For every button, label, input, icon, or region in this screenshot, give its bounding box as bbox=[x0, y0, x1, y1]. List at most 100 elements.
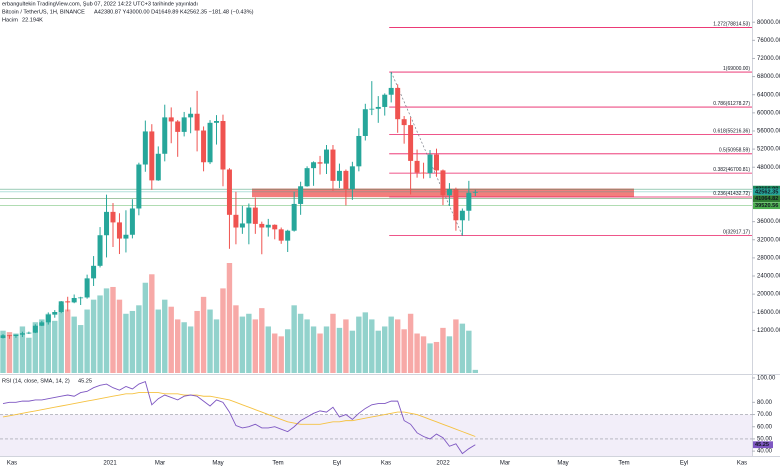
fib-label: 0.618(55216.36) bbox=[713, 128, 750, 134]
volume-bar bbox=[459, 323, 466, 373]
x-tick-label: Tem bbox=[272, 461, 283, 467]
rsi-band bbox=[0, 414, 752, 456]
volume-bar bbox=[284, 329, 291, 373]
candle-body bbox=[440, 170, 446, 196]
x-tick-label: Tem bbox=[618, 461, 629, 467]
volume-bar bbox=[356, 316, 362, 373]
volume-bar bbox=[239, 316, 246, 373]
volume-bar bbox=[446, 336, 453, 373]
candle-body bbox=[123, 234, 129, 239]
fib-label: 0(32917.17) bbox=[723, 229, 750, 235]
y-tick-label: 24000.00 bbox=[757, 274, 780, 280]
volume-bar bbox=[407, 313, 414, 373]
volume-bar bbox=[213, 319, 220, 373]
volume-bar bbox=[26, 337, 32, 373]
candle-body bbox=[65, 301, 71, 303]
candle-body bbox=[330, 149, 336, 181]
x-tick-label: May bbox=[212, 461, 223, 467]
candle-body bbox=[401, 119, 407, 126]
candle-body bbox=[472, 191, 478, 193]
x-tick-label: Mar bbox=[155, 461, 165, 467]
y-tick-label: 72000.00 bbox=[757, 56, 780, 62]
rsi-line bbox=[2, 392, 476, 437]
candle-body bbox=[375, 106, 381, 109]
candle-body bbox=[149, 131, 155, 181]
candle-body bbox=[265, 224, 271, 228]
price-label-bg bbox=[753, 202, 780, 210]
volume-bar bbox=[162, 299, 168, 373]
volume-bar bbox=[259, 308, 265, 373]
volume-bar bbox=[297, 313, 304, 373]
volume-bar bbox=[0, 330, 6, 373]
volume-bar bbox=[123, 313, 129, 373]
y-tick-label: 16000.00 bbox=[757, 310, 780, 316]
volume-bar bbox=[291, 305, 297, 373]
candle-body bbox=[194, 113, 200, 131]
volume-bar bbox=[142, 282, 149, 373]
x-tick-label: Kas bbox=[7, 461, 17, 467]
candle-body bbox=[52, 311, 58, 315]
y-tick-label: 12000.00 bbox=[757, 328, 780, 334]
volume-bar bbox=[194, 310, 200, 373]
volume-bar bbox=[200, 296, 207, 373]
y-tick-label: 56000.00 bbox=[757, 129, 780, 135]
volume-bar bbox=[272, 333, 278, 373]
volume-bar bbox=[19, 326, 26, 373]
y-tick-label: 28000.00 bbox=[757, 255, 780, 261]
price-label-bg bbox=[753, 195, 780, 203]
rsi-title: RSI (14, close, SMA, 14, 2) bbox=[2, 378, 70, 384]
y-tick-label: 52000.00 bbox=[757, 147, 780, 153]
candle-body bbox=[214, 121, 220, 123]
fib-label: 0.5(50958.59) bbox=[719, 148, 750, 154]
candle-body bbox=[45, 314, 51, 323]
candle-body bbox=[110, 211, 116, 223]
y-tick-label: 32000.00 bbox=[757, 237, 780, 243]
candle-body bbox=[298, 186, 304, 204]
volume-bar bbox=[84, 309, 90, 373]
volume-last: 22.194K bbox=[22, 17, 43, 23]
candle-body bbox=[246, 207, 252, 224]
candle-body bbox=[317, 162, 323, 164]
volume-bar bbox=[414, 333, 420, 373]
candle-body bbox=[466, 192, 472, 211]
candle-body bbox=[414, 160, 420, 173]
rsi-pane bbox=[0, 381, 752, 456]
candle-body bbox=[168, 117, 174, 122]
x-tick-label: Kas bbox=[381, 461, 391, 467]
candle-body bbox=[78, 297, 84, 299]
candle-body bbox=[433, 154, 439, 171]
y-tick-label: 48000.00 bbox=[757, 165, 780, 171]
volume-bar bbox=[466, 330, 472, 373]
volume-bar bbox=[278, 336, 284, 373]
candle-body bbox=[446, 189, 452, 196]
volume-bar bbox=[265, 326, 271, 373]
candle-body bbox=[304, 168, 310, 187]
volume-bar bbox=[317, 333, 323, 373]
candle-body bbox=[142, 131, 148, 165]
candle-body bbox=[97, 235, 103, 266]
x-tick-label: Kas bbox=[737, 461, 747, 467]
rsi-tick-label: 100.00 bbox=[757, 376, 776, 382]
volume-bar bbox=[369, 319, 375, 373]
candle-body bbox=[226, 169, 232, 215]
volume-bar bbox=[388, 316, 394, 373]
candle-body bbox=[84, 278, 90, 298]
candle-body bbox=[343, 170, 349, 189]
volume-bar bbox=[149, 274, 155, 373]
rsi-tick-label: 50.00 bbox=[757, 437, 773, 443]
x-tick-label: 2022 bbox=[436, 461, 450, 467]
candle-body bbox=[311, 162, 317, 169]
fib-label: 0.786(61278.27) bbox=[713, 101, 750, 107]
candle-body bbox=[349, 166, 355, 189]
price-label: 42562.35 bbox=[755, 189, 778, 195]
candle-body bbox=[336, 170, 342, 181]
fib-label: 0.382(46700.81) bbox=[713, 167, 750, 173]
volume-bar bbox=[65, 309, 71, 373]
volume-bar bbox=[155, 309, 161, 373]
volume-bar bbox=[420, 336, 427, 373]
volume-bar bbox=[252, 319, 259, 373]
volume-bar bbox=[394, 319, 401, 373]
